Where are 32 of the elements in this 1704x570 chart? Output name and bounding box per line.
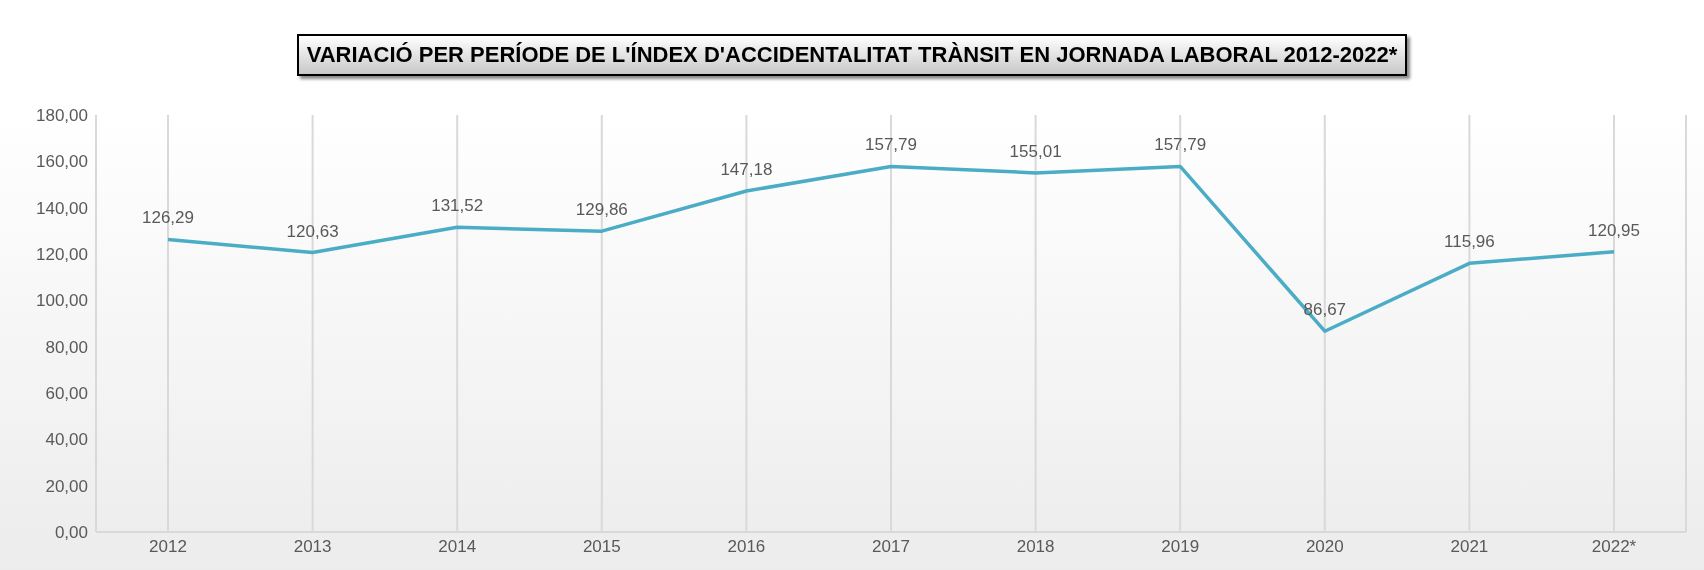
- data-label: 115,96: [1444, 232, 1495, 252]
- x-tick-label: 2021: [1450, 537, 1489, 557]
- y-tick-label: 20,00: [45, 476, 88, 496]
- chart-title: VARIACIÓ PER PERÍODE DE L'ÍNDEX D'ACCIDENTALITAT TRÀNSIT EN JORNADA LABORAL 2012-2022*: [296, 34, 1408, 76]
- x-tick-label: 2018: [1016, 537, 1055, 557]
- x-tick-label: 2019: [1161, 537, 1200, 557]
- x-tick-label: 2016: [727, 537, 766, 557]
- x-tick-label: 2017: [872, 537, 910, 557]
- data-label: 131,52: [431, 196, 484, 216]
- y-tick-label: 100,00: [36, 291, 88, 311]
- x-tick-label: 2012: [149, 537, 187, 557]
- y-tick-label: 180,00: [36, 106, 88, 126]
- y-tick-label: 140,00: [36, 198, 88, 218]
- x-tick-label: 2015: [582, 537, 621, 557]
- y-tick-label: 160,00: [36, 152, 88, 172]
- y-tick-label: 40,00: [45, 430, 88, 450]
- data-label: 157,79: [865, 135, 917, 155]
- data-label: 120,95: [1588, 220, 1640, 240]
- y-tick-label: 120,00: [36, 245, 88, 265]
- data-label: 126,29: [142, 208, 194, 228]
- x-tick-label: 2013: [293, 537, 332, 557]
- x-tick-label: 2020: [1305, 537, 1344, 557]
- x-tick-label: 2014: [438, 537, 477, 557]
- data-label: 129,86: [575, 200, 628, 220]
- data-label: 155,01: [1009, 141, 1062, 161]
- data-label: 147,18: [720, 160, 773, 180]
- y-tick-label: 0,00: [54, 523, 88, 543]
- y-tick-label: 80,00: [45, 337, 88, 357]
- x-tick-label: 2022*: [1591, 537, 1637, 557]
- y-tick-label: 60,00: [45, 384, 88, 404]
- data-label: 120,63: [286, 221, 339, 241]
- data-label: 157,79: [1154, 135, 1207, 155]
